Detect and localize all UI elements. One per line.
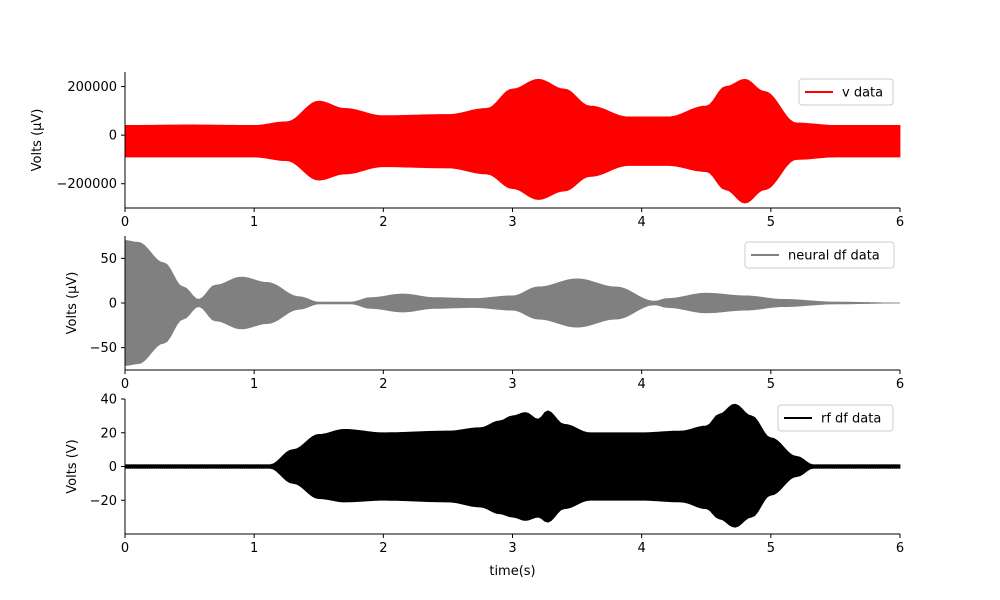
series-top-0-trace (124, 79, 901, 204)
legend-label-bottom-0: rf df data (821, 412, 881, 427)
x-tick-label-top-5: 5 (767, 215, 775, 230)
legend-label-top-0: v data (842, 86, 883, 101)
x-tick-label-bottom-4: 4 (638, 541, 646, 556)
y-tick-label-top-1: 0 (109, 129, 117, 144)
y-tick-label-top-2: −200000 (56, 177, 117, 192)
x-axis-label-bottom: time(s) (489, 564, 535, 579)
y-tick-label-middle-2: −50 (90, 341, 117, 356)
legend-box-bottom (777, 404, 894, 432)
y-tick-label-bottom-3: −20 (90, 494, 117, 509)
y-axis-label-top: Volts (μV) (30, 109, 45, 172)
x-tick-label-top-2: 2 (379, 215, 387, 230)
y-tick-label-bottom-0: 40 (100, 393, 117, 408)
x-tick-label-middle-2: 2 (379, 377, 387, 392)
x-tick-label-middle-0: 0 (121, 377, 129, 392)
chart-panel-top: 0 1 2 3 4 5 6 200000 0 −200000 Volts (μV) v data (30, 72, 904, 230)
x-tick-label-top-1: 1 (250, 215, 258, 230)
y-tick-label-middle-1: 0 (109, 297, 117, 312)
x-tick-label-bottom-2: 2 (379, 541, 387, 556)
x-tick-label-middle-1: 1 (250, 377, 258, 392)
legend-label-middle-0: neural df data (788, 249, 880, 264)
x-tick-label-middle-3: 3 (508, 377, 516, 392)
y-axis-label-middle: Volts (μV) (65, 272, 80, 335)
chart-panel-bottom: 0 1 2 3 4 5 6 40 20 0 −20 Volts (V) time(s) rf df dat… (65, 393, 904, 580)
legend-bottom: rf df data (777, 404, 894, 432)
y-tick-label-bottom-2: 0 (109, 460, 117, 475)
legend-middle: neural df data (744, 241, 895, 269)
x-tick-label-top-0: 0 (121, 215, 129, 230)
y-tick-label-top-0: 200000 (67, 80, 117, 95)
series-bottom-0-trace (124, 404, 901, 528)
x-tick-label-bottom-5: 5 (767, 541, 775, 556)
x-tick-label-middle-5: 5 (767, 377, 775, 392)
x-tick-label-bottom-3: 3 (508, 541, 516, 556)
x-tick-label-bottom-6: 6 (896, 541, 904, 556)
chart-panel-middle: 0 1 2 3 4 5 6 50 0 −50 Volts (μV) neural df data (65, 236, 904, 392)
x-tick-label-top-6: 6 (896, 215, 904, 230)
legend-box-middle (744, 241, 895, 269)
y-axis-label-bottom: Volts (V) (65, 439, 80, 494)
x-tick-label-top-4: 4 (638, 215, 646, 230)
x-tick-label-top-3: 3 (508, 215, 516, 230)
x-tick-label-bottom-0: 0 (121, 541, 129, 556)
legend-top: v data (798, 78, 894, 106)
legend-box-top (798, 78, 894, 106)
x-tick-label-middle-6: 6 (896, 377, 904, 392)
x-tick-label-middle-4: 4 (638, 377, 646, 392)
series-middle-0-trace (124, 240, 900, 366)
x-tick-label-bottom-1: 1 (250, 541, 258, 556)
y-tick-label-bottom-1: 20 (100, 426, 117, 441)
y-tick-label-middle-0: 50 (100, 252, 117, 267)
